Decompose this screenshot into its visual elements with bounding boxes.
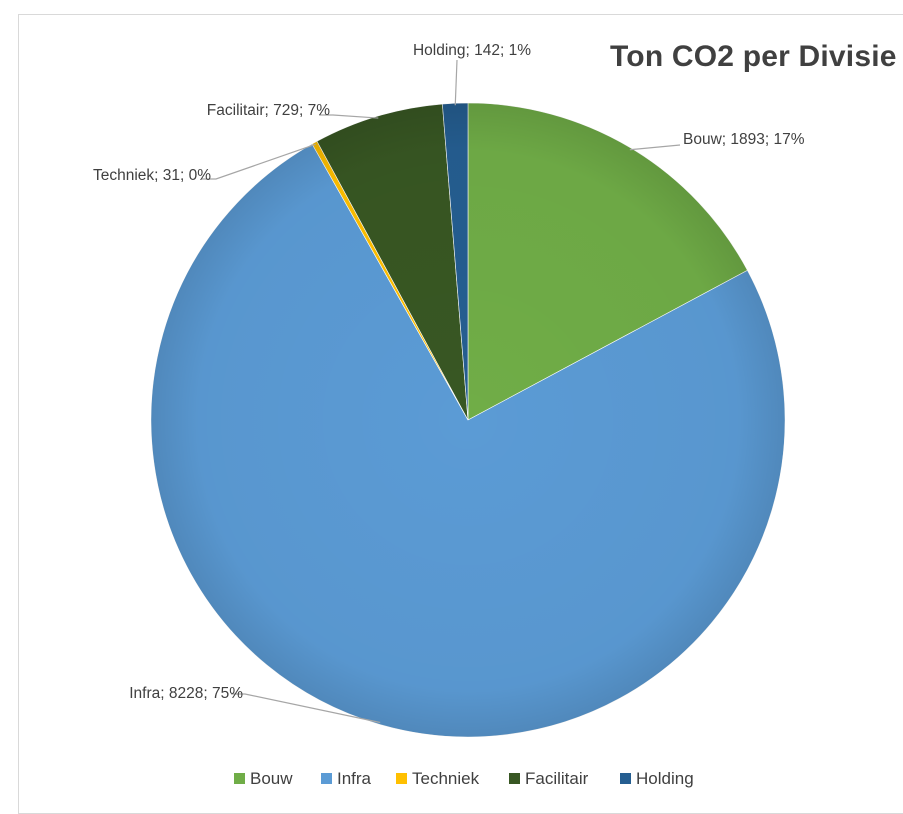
legend: Bouw Infra Techniek Facilitair Holding [234, 769, 694, 788]
pie-shading [151, 103, 785, 737]
legend-item-facilitair: Facilitair [509, 769, 589, 788]
legend-label-facilitair: Facilitair [525, 769, 589, 788]
legend-label-bouw: Bouw [250, 769, 293, 788]
data-labels: Bouw; 1893; 17% Infra; 8228; 75% Techniek;… [93, 42, 805, 702]
legend-label-infra: Infra [337, 769, 372, 788]
legend-swatch-holding [620, 773, 631, 784]
chart-title: Ton CO2 per Divisie [610, 40, 897, 73]
legend-item-bouw: Bouw [234, 769, 293, 788]
legend-swatch-bouw [234, 773, 245, 784]
leader-line-bouw [629, 144, 681, 151]
leader-line-facilitair [319, 114, 379, 119]
legend-swatch-facilitair [509, 773, 520, 784]
legend-item-holding: Holding [620, 769, 694, 788]
pie-slices [150, 102, 786, 738]
legend-swatch-infra [321, 773, 332, 784]
legend-swatch-techniek [396, 773, 407, 784]
leader-lines [202, 59, 681, 724]
data-label-infra: Infra; 8228; 75% [129, 685, 243, 702]
data-label-bouw: Bouw; 1893; 17% [683, 131, 805, 148]
legend-item-infra: Infra [321, 769, 372, 788]
data-label-techniek: Techniek; 31; 0% [93, 167, 211, 184]
leader-line-infra [231, 693, 381, 724]
leader-line-holding [454, 59, 458, 106]
legend-label-techniek: Techniek [412, 769, 480, 788]
legend-label-holding: Holding [636, 769, 694, 788]
data-label-facilitair: Facilitair; 729; 7% [207, 102, 330, 119]
legend-item-techniek: Techniek [396, 769, 480, 788]
data-label-holding: Holding; 142; 1% [413, 42, 531, 59]
leader-line-techniek [202, 143, 316, 180]
